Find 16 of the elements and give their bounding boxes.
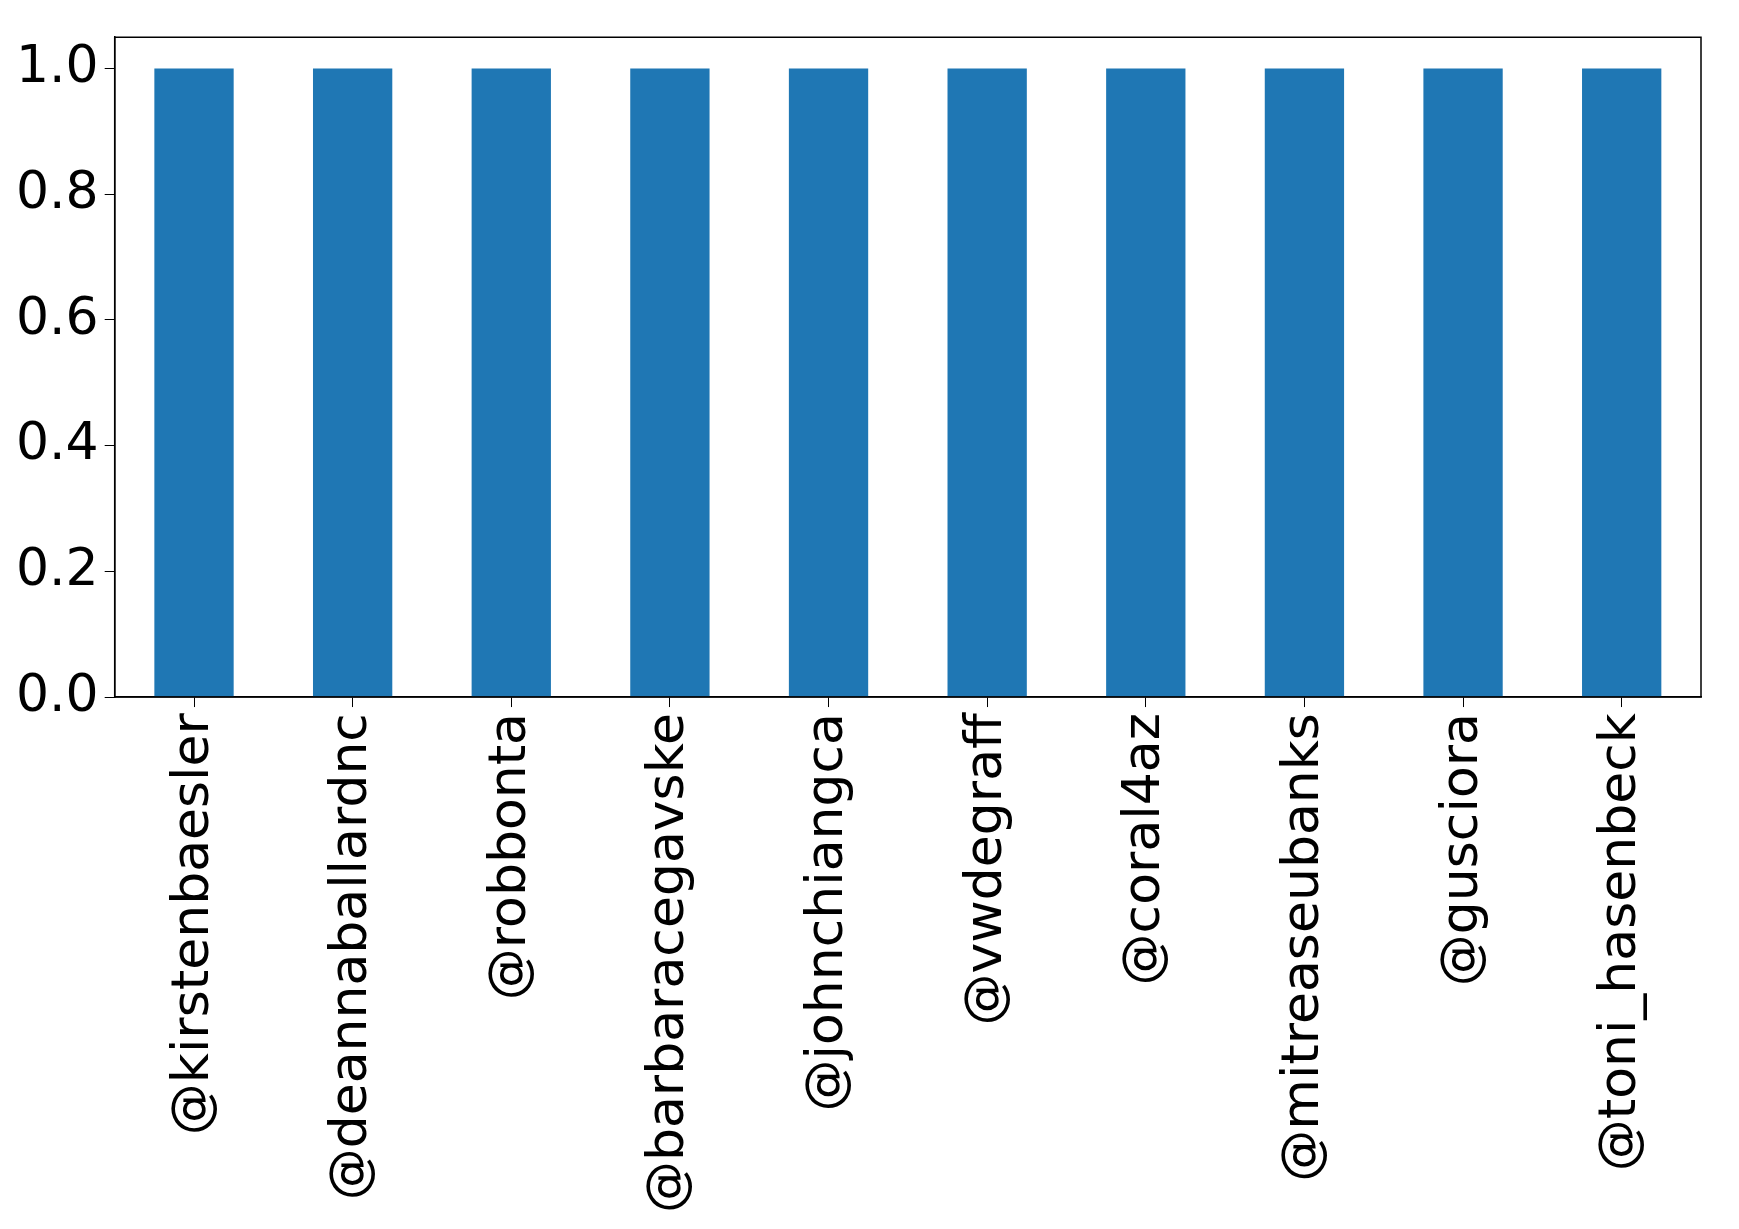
x-tick-label: @mitreaseubanks [1269,713,1330,1182]
x-tick-label: @robbonta [476,713,537,1001]
y-tick-label: 0.6 [15,285,99,346]
x-tick-label: @kirstenbaesler [159,712,220,1136]
y-tick-label: 0.4 [15,411,99,472]
x-tick-label: @deannaballardnc [318,713,379,1201]
x-tick-label: @vwdegraff [952,711,1013,1026]
y-tick-label: 1.0 [15,34,99,95]
x-tick-label: @coral4az [1111,713,1172,986]
x-tick-label: @barbaracegavske [635,713,696,1214]
y-tick-label: 0.8 [15,159,99,220]
x-tick-label: @gusciora [1428,713,1489,987]
x-tick-label: @johnchiangca [794,713,855,1112]
y-tick-label: 0.0 [15,662,99,723]
x-tick-label: @toni_hasenbeck [1587,713,1648,1172]
y-tick-label: 0.2 [15,536,99,597]
